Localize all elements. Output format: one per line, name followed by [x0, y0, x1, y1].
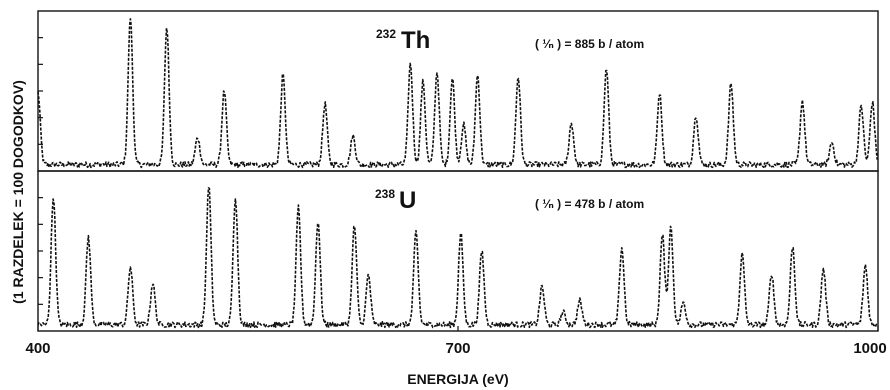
- panel-frame-u: [37, 170, 879, 332]
- isotope-symbol-u: U: [399, 187, 416, 214]
- isotope-symbol-th: Th: [401, 27, 430, 54]
- y-ticks-th: [38, 37, 43, 145]
- trace-th: [37, 18, 878, 169]
- trace-u: [37, 187, 878, 329]
- x-tick-label: 1000: [853, 340, 886, 357]
- y-axis-title: (1 RAZDELEK = 100 DOGODKOV): [10, 80, 26, 304]
- annotation-th: ( ¹⁄ₙ ) = 885 b / atom: [535, 37, 644, 51]
- x-axis-ticks: 400 700 1000: [25, 326, 887, 357]
- x-axis-title: ENERGIJA (eV): [407, 371, 508, 387]
- x-tick-label: 700: [445, 340, 470, 357]
- panel-frame-th: [37, 10, 879, 172]
- isotope-mass-th: 232: [376, 27, 396, 41]
- isotope-mass-u: 238: [375, 187, 395, 201]
- x-tick-label: 400: [25, 340, 50, 357]
- y-ticks-u: [38, 197, 43, 305]
- annotation-u: ( ¹⁄ₙ ) = 478 b / atom: [535, 197, 644, 211]
